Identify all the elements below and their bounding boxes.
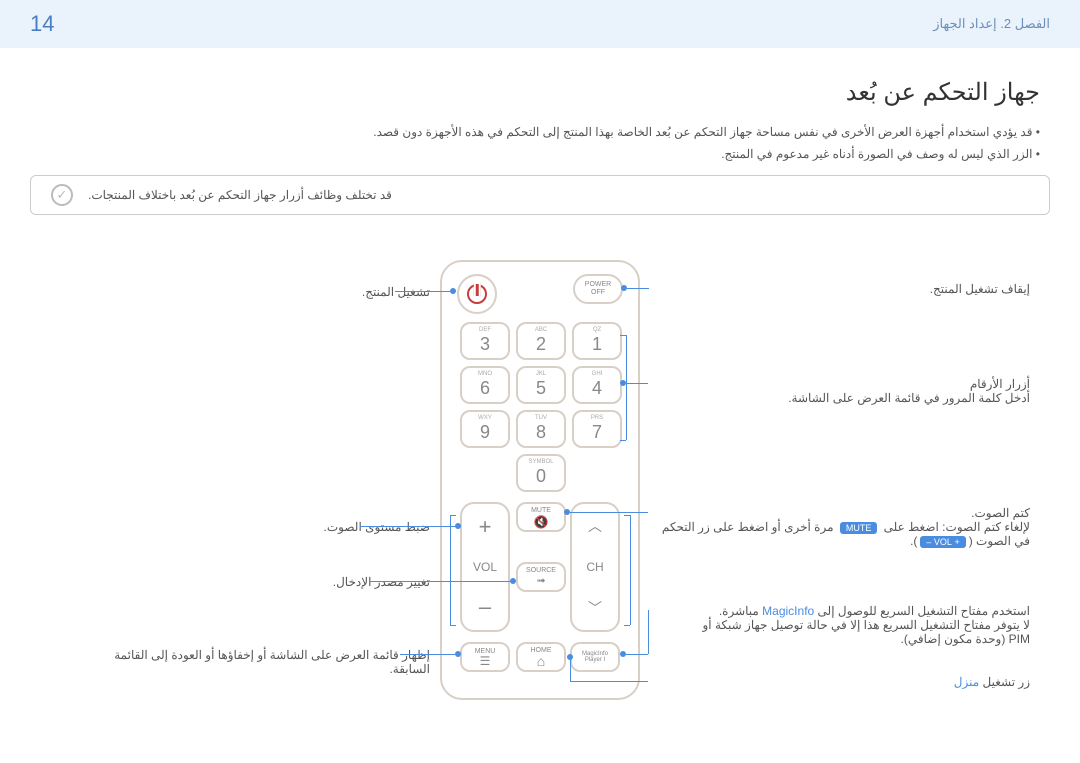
dot-magicinfo bbox=[620, 651, 626, 657]
callout-menu: إظهار قائمة العرض على الشاشة أو إخفاؤها … bbox=[70, 648, 430, 676]
ch-bracket bbox=[630, 515, 631, 625]
remote-body: POWER OFF QZ1 ABC2 DEF3 GHI4 JKL5 MNO6 P… bbox=[440, 260, 640, 700]
keypad-bracket-top bbox=[620, 335, 626, 336]
number-keypad: QZ1 ABC2 DEF3 GHI4 JKL5 MNO6 PRS7 TUV8 W… bbox=[460, 322, 622, 448]
magicinfo-button: MagicInfo Player I bbox=[570, 642, 620, 672]
power-off-top: POWER bbox=[585, 281, 611, 289]
dot-power-off bbox=[621, 285, 627, 291]
callout-home: زر تشغيل منزل bbox=[650, 675, 1030, 689]
page-title: جهاز التحكم عن بُعد bbox=[0, 78, 1040, 107]
key-6: MNO6 bbox=[460, 366, 510, 404]
chapter-label: الفصل 2. إعداد الجهاز bbox=[933, 16, 1050, 32]
dot-volume bbox=[455, 523, 461, 529]
note-text: قد تختلف وظائف أزرار جهاز التحكم عن بُعد… bbox=[88, 188, 392, 202]
key-2: ABC2 bbox=[516, 322, 566, 360]
leader-magicinfo-v bbox=[648, 610, 649, 654]
ch-bracket-bot bbox=[624, 625, 630, 626]
plus-icon: + bbox=[479, 514, 492, 540]
leader-source bbox=[370, 581, 510, 582]
home-button: HOME ⌂ bbox=[516, 642, 566, 672]
leader-menu bbox=[400, 654, 455, 655]
keypad-bracket-bot bbox=[620, 440, 626, 441]
channel-rocker: ︿ CH ﹀ bbox=[570, 502, 620, 632]
leader-power-on bbox=[395, 291, 450, 292]
key-5: JKL5 bbox=[516, 366, 566, 404]
menu-button: MENU ☰ bbox=[460, 642, 510, 672]
info-icon: ✓ bbox=[51, 184, 73, 206]
vol-bracket bbox=[450, 515, 451, 625]
dot-home bbox=[567, 654, 573, 660]
leader-mute bbox=[570, 512, 648, 513]
key-4: GHI4 bbox=[572, 366, 622, 404]
mute-label: MUTE bbox=[531, 507, 551, 514]
vol-bracket-top bbox=[450, 515, 456, 516]
page-number: 14 bbox=[30, 11, 54, 37]
minus-icon: – bbox=[479, 594, 491, 620]
bullet-2: الزر الذي ليس له وصف في الصورة أدناه غير… bbox=[0, 144, 1040, 166]
vol-label: VOL bbox=[473, 560, 497, 574]
leader-numbers bbox=[626, 383, 648, 384]
ch-bracket-top bbox=[624, 515, 630, 516]
ch-label: CH bbox=[586, 560, 603, 574]
power-off-bottom: OFF bbox=[591, 289, 605, 297]
power-off-button: POWER OFF bbox=[573, 274, 623, 304]
dot-mute bbox=[564, 509, 570, 515]
intro-bullets: قد يؤدي استخدام أجهزة العرض الأخرى في نف… bbox=[0, 122, 1040, 165]
callout-numbers: أزرار الأرقام أدخل كلمة المرور في قائمة … bbox=[650, 377, 1030, 405]
leader-volume bbox=[360, 526, 455, 527]
mute-icon: 🔇 bbox=[534, 516, 549, 528]
mute-explain-2: في الصوت (+ VOL –). bbox=[650, 534, 1030, 548]
bullet-1: قد يؤدي استخدام أجهزة العرض الأخرى في نف… bbox=[0, 122, 1040, 144]
source-icon: ➟ bbox=[536, 576, 545, 587]
leader-home-v bbox=[570, 657, 571, 681]
key-9: WXY9 bbox=[460, 410, 510, 448]
volume-rocker: + VOL – bbox=[460, 502, 510, 632]
key-0: SYMBOL0 bbox=[516, 454, 566, 492]
dot-power-on bbox=[450, 288, 456, 294]
home-icon: ⌂ bbox=[537, 654, 545, 668]
callout-mute: كتم الصوت. لإلغاء كتم الصوت: اضغط على MU… bbox=[650, 506, 1030, 548]
key-7: PRS7 bbox=[572, 410, 622, 448]
callout-power-off: إيقاف تشغيل المنتج. bbox=[650, 282, 1030, 296]
remote-diagram: POWER OFF QZ1 ABC2 DEF3 GHI4 JKL5 MNO6 P… bbox=[0, 260, 1080, 720]
note-box: قد تختلف وظائف أزرار جهاز التحكم عن بُعد… bbox=[30, 175, 1050, 215]
leader-magicinfo-h bbox=[626, 654, 648, 655]
vol-pill: + VOL – bbox=[920, 536, 965, 548]
leader-home-h2 bbox=[630, 681, 648, 682]
vol-bracket-bot bbox=[450, 625, 456, 626]
keypad-bracket bbox=[626, 335, 627, 440]
mute-button: MUTE 🔇 bbox=[516, 502, 566, 532]
callout-source: تغيير مصدر الإدخال. bbox=[70, 575, 430, 589]
power-icon bbox=[467, 284, 487, 304]
chevron-down-icon: ﹀ bbox=[588, 598, 602, 618]
leader-power-off bbox=[627, 288, 649, 289]
page-header: الفصل 2. إعداد الجهاز 14 bbox=[0, 0, 1080, 48]
callout-power-on: تشغيل المنتج. bbox=[70, 285, 430, 299]
mute-pill: MUTE bbox=[840, 522, 878, 534]
callout-magicinfo: استخدم مفتاح التشغيل السريع للوصول إلى M… bbox=[650, 604, 1030, 646]
magic-line1: استخدم مفتاح التشغيل السريع للوصول إلى M… bbox=[650, 604, 1030, 618]
chevron-up-icon: ︿ bbox=[588, 516, 602, 536]
source-label: SOURCE bbox=[526, 567, 556, 574]
key-8: TUV8 bbox=[516, 410, 566, 448]
key-3: DEF3 bbox=[460, 322, 510, 360]
magic-bottom: Player I bbox=[585, 657, 605, 663]
menu-icon: ☰ bbox=[480, 655, 491, 667]
callout-volume: ضبط مستوى الصوت. bbox=[70, 520, 430, 534]
leader-home-h bbox=[570, 681, 630, 682]
source-button: SOURCE ➟ bbox=[516, 562, 566, 592]
mute-explain-1: لإلغاء كتم الصوت: اضغط على MUTE مرة أخرى… bbox=[650, 520, 1030, 534]
power-on-button bbox=[457, 274, 497, 314]
key-1: QZ1 bbox=[572, 322, 622, 360]
dot-source bbox=[510, 578, 516, 584]
dot-menu bbox=[455, 651, 461, 657]
